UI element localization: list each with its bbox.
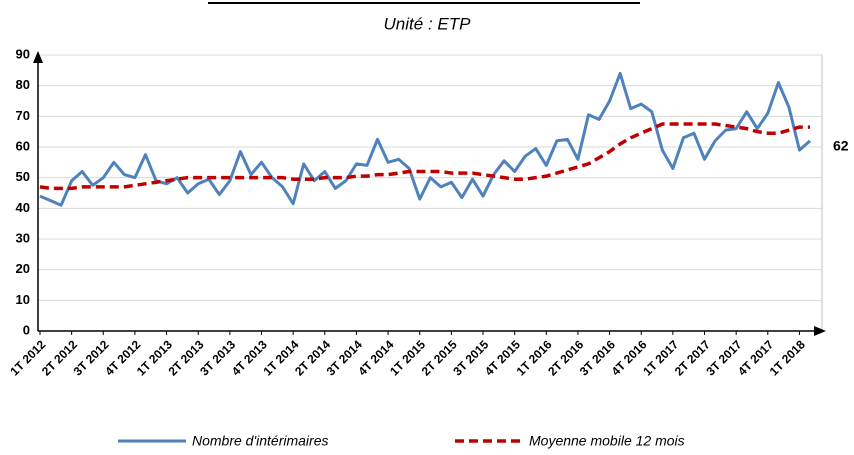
y-axis-arrow [33, 51, 43, 63]
y-tick-label: 90 [16, 46, 30, 61]
y-tick-label: 50 [16, 169, 30, 184]
y-tick-label: 70 [16, 108, 30, 123]
y-tick-label: 40 [16, 200, 30, 215]
plot-frame [37, 54, 823, 332]
y-tick-label: 60 [16, 138, 30, 153]
y-tick-label: 80 [16, 77, 30, 92]
legend-label: Nombre d'intérimaires [192, 433, 329, 449]
legend-label: Moyenne mobile 12 mois [529, 433, 685, 449]
x-tick-label: 1T 2018 [767, 337, 808, 378]
y-tick-label: 0 [23, 322, 30, 337]
y-tick-label: 30 [16, 230, 30, 245]
y-tick-label: 20 [16, 261, 30, 276]
data-label: 62 [833, 138, 849, 154]
x-axis-arrow [814, 326, 826, 336]
chart-subtitle: Unité : ETP [384, 14, 472, 33]
moving-average-line [39, 122, 810, 191]
y-tick-label: 10 [16, 292, 30, 307]
data-line [39, 71, 811, 207]
